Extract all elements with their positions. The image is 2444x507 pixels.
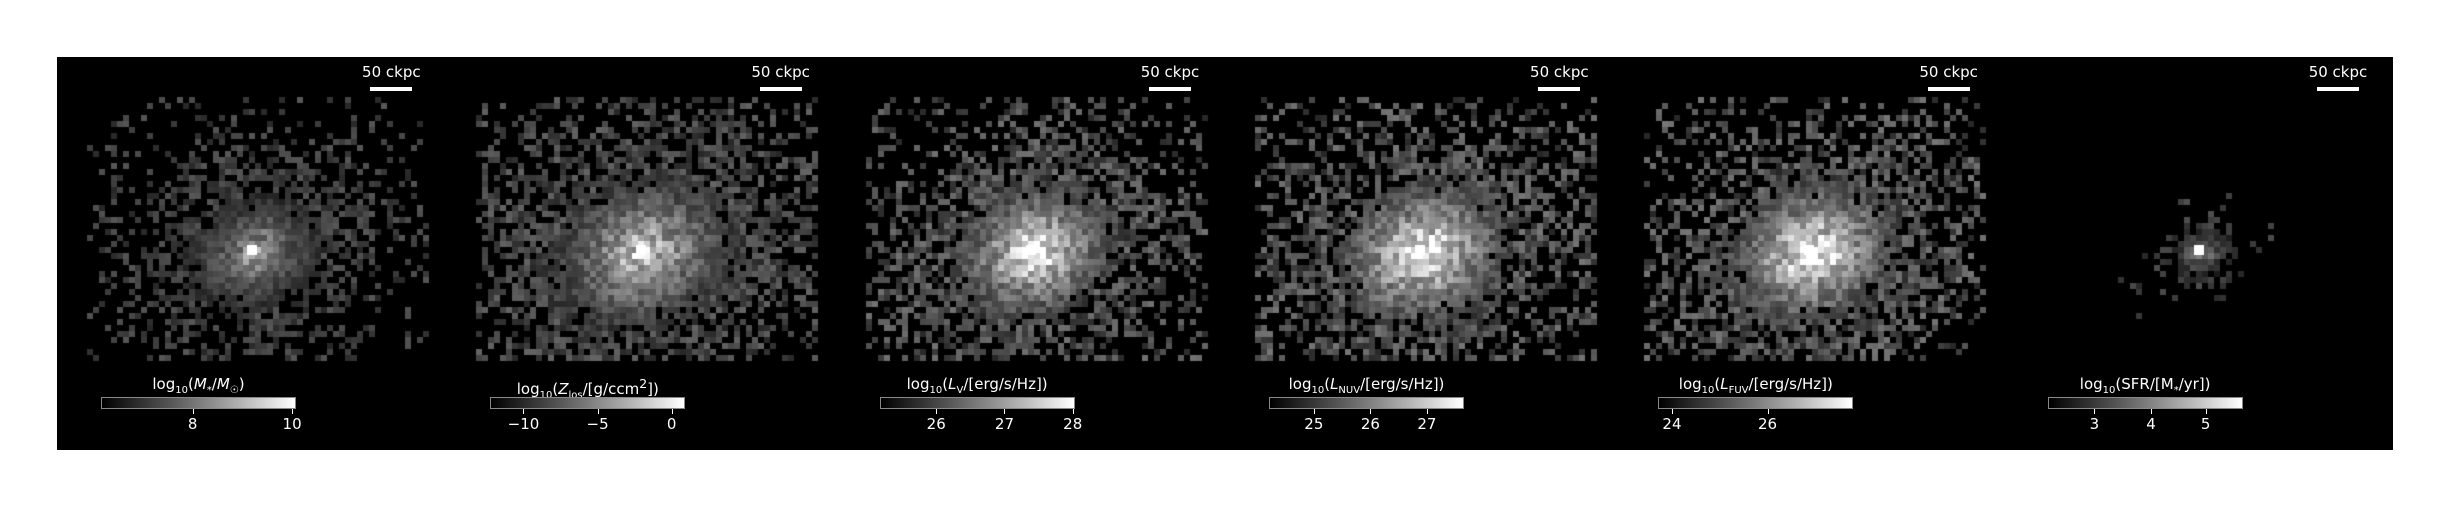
colorbar-tick-label: 26 — [926, 415, 946, 433]
colorbar-tick-label: 5 — [2200, 415, 2211, 433]
colorbar: log10(M*/M☉) 8 10 — [101, 375, 302, 435]
scale-bar-label: 50 ckpc — [1140, 63, 1200, 81]
colorbar: log10(LNUV/[erg/s/Hz]) 25 26 27 — [1269, 375, 1464, 435]
scale-bar-label: 50 ckpc — [1530, 63, 1589, 81]
colorbar-tick — [2151, 409, 2152, 414]
scale-bar-line — [1148, 87, 1191, 91]
colorbar-tick-label: 24 — [1662, 415, 1682, 433]
colorbar-tick — [1072, 409, 1074, 414]
colorbar-tick — [671, 409, 673, 414]
galaxy-map — [1225, 57, 1614, 450]
scale-bar: 50 ckpc — [2303, 63, 2373, 91]
scale-bar: 50 ckpc — [1524, 63, 1594, 91]
galaxy-map — [835, 57, 1225, 450]
panel-nuv-luminosity: 50 ckpc log10(LNUV/[erg/s/Hz]) 25 26 27 — [1225, 57, 1615, 450]
galaxy-map — [57, 57, 446, 450]
colorbar-gradient — [1658, 397, 1854, 409]
colorbar-label: log10(M*/M☉) — [152, 375, 245, 396]
colorbar-tick-label: 3 — [2089, 415, 2100, 433]
colorbar-tick-label: 0 — [666, 415, 677, 433]
colorbar: log10(Zlos/[g/ccm2]) −10 −5 0 — [490, 375, 686, 435]
scale-bar-line — [370, 87, 413, 91]
colorbar-label: log10(LNUV/[erg/s/Hz]) — [1288, 375, 1445, 396]
scale-bar: 50 ckpc — [1135, 63, 1205, 91]
colorbar-tick-label: 27 — [1417, 415, 1437, 433]
galaxy-map — [2003, 57, 2393, 450]
colorbar-gradient — [101, 397, 296, 409]
scale-bar: 50 ckpc — [746, 63, 816, 91]
colorbar-tick — [1426, 409, 1428, 414]
colorbar-tick-label: −5 — [586, 415, 609, 433]
colorbar-tick — [1767, 409, 1769, 414]
colorbar-tick-label: 4 — [2146, 415, 2156, 433]
colorbar-tick-label: 8 — [187, 415, 198, 433]
scale-bar-line — [759, 87, 802, 91]
colorbar-tick-label: 26 — [1360, 415, 1380, 433]
colorbar: log10(SFR/[M*/yr]) 3 4 5 — [2047, 375, 2243, 435]
colorbar-gradient — [1269, 397, 1464, 409]
panel-v-luminosity: 50 ckpc log10(LV/[erg/s/Hz]) 26 27 28 — [835, 57, 1225, 450]
scale-bar-line — [2316, 87, 2359, 91]
scale-bar-label: 50 ckpc — [751, 63, 810, 81]
galaxy-image-strip: 50 ckpc log10(M*/M☉) 8 10 50 ckpc log10(Z… — [57, 57, 2393, 450]
colorbar-tick — [1370, 409, 1372, 414]
colorbar: log10(LV/[erg/s/Hz]) 26 27 28 — [879, 375, 1082, 435]
colorbar-tick-label: 10 — [282, 415, 302, 433]
scale-bar-line — [1927, 87, 1970, 91]
colorbar-tick-label: −10 — [507, 415, 540, 433]
colorbar-tick — [2205, 409, 2207, 414]
colorbar-tick — [1004, 409, 1006, 414]
scale-bar-label: 50 ckpc — [2308, 63, 2368, 81]
galaxy-map — [446, 57, 836, 450]
colorbar-tick — [1313, 409, 1315, 414]
colorbar-tick-label: 26 — [1757, 415, 1778, 433]
colorbar-tick-label: 27 — [994, 415, 1014, 433]
galaxy-map — [1614, 57, 2004, 450]
panel-fuv-luminosity: 50 ckpc log10(LFUV/[erg/s/Hz]) 24 26 — [1614, 57, 2004, 450]
colorbar-label: log10(SFR/[M*/yr]) — [2079, 375, 2211, 396]
panel-stellar-mass: 50 ckpc log10(M*/M☉) 8 10 — [57, 57, 447, 450]
colorbar-gradient — [490, 397, 686, 409]
colorbar-label: log10(Zlos/[g/ccm2]) — [516, 376, 659, 401]
colorbar-tick — [523, 409, 525, 414]
scale-bar: 50 ckpc — [1914, 63, 1984, 91]
colorbar-tick — [936, 409, 938, 414]
colorbar-tick — [292, 409, 294, 414]
colorbar-label: log10(LFUV/[erg/s/Hz]) — [1678, 375, 1833, 396]
panel-metallicity: 50 ckpc log10(Zlos/[g/ccm2]) −10 −5 0 — [446, 57, 836, 450]
colorbar-tick — [2094, 409, 2096, 414]
colorbar-tick-label: 28 — [1063, 415, 1083, 433]
panel-sfr: 50 ckpc log10(SFR/[M*/yr]) 3 4 5 — [2003, 57, 2393, 450]
scale-bar-line — [1538, 87, 1581, 91]
colorbar-gradient — [2047, 397, 2243, 409]
scale-bar-label: 50 ckpc — [362, 63, 421, 81]
colorbar-label: log10(LV/[erg/s/Hz]) — [906, 375, 1048, 396]
colorbar-tick — [192, 409, 194, 414]
scale-bar-label: 50 ckpc — [1919, 63, 1978, 81]
colorbar-tick — [597, 409, 599, 414]
colorbar: log10(LFUV/[erg/s/Hz]) 24 26 — [1658, 375, 1854, 435]
scale-bar: 50 ckpc — [356, 63, 426, 91]
colorbar-gradient — [879, 397, 1075, 409]
colorbar-tick — [1671, 409, 1673, 414]
colorbar-tick-label: 25 — [1304, 415, 1324, 433]
